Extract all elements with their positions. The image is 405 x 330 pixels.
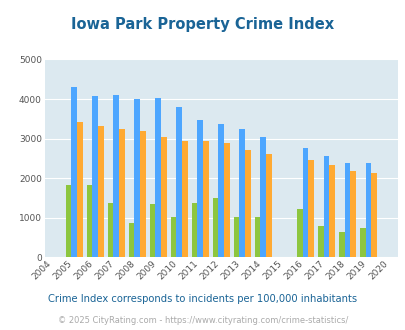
Bar [212, 198, 218, 257]
Bar [350, 171, 355, 257]
Bar [134, 99, 140, 257]
Bar [197, 119, 202, 257]
Bar [260, 137, 266, 257]
Bar [370, 173, 376, 257]
Bar [307, 160, 313, 257]
Bar [140, 131, 145, 257]
Bar [239, 129, 245, 257]
Bar [71, 87, 77, 257]
Bar [202, 141, 208, 257]
Bar [338, 232, 344, 257]
Bar [170, 217, 176, 257]
Text: Crime Index corresponds to incidents per 100,000 inhabitants: Crime Index corresponds to incidents per… [48, 294, 357, 304]
Bar [302, 148, 307, 257]
Bar [344, 163, 350, 257]
Bar [181, 141, 187, 257]
Bar [113, 95, 119, 257]
Bar [77, 121, 82, 257]
Bar [92, 96, 98, 257]
Bar [149, 204, 155, 257]
Bar [266, 154, 271, 257]
Bar [328, 165, 334, 257]
Bar [359, 228, 365, 257]
Bar [107, 203, 113, 257]
Bar [317, 226, 323, 257]
Bar [365, 163, 370, 257]
Text: © 2025 CityRating.com - https://www.cityrating.com/crime-statistics/: © 2025 CityRating.com - https://www.city… [58, 316, 347, 325]
Bar [155, 98, 161, 257]
Bar [119, 129, 124, 257]
Bar [161, 137, 166, 257]
Bar [128, 222, 134, 257]
Bar [98, 125, 103, 257]
Text: Iowa Park Property Crime Index: Iowa Park Property Crime Index [71, 16, 334, 31]
Bar [296, 210, 302, 257]
Bar [66, 184, 71, 257]
Bar [323, 156, 328, 257]
Bar [176, 107, 181, 257]
Bar [86, 184, 92, 257]
Bar [224, 143, 229, 257]
Bar [191, 203, 197, 257]
Bar [254, 217, 260, 257]
Bar [245, 150, 250, 257]
Bar [218, 124, 224, 257]
Bar [233, 216, 239, 257]
